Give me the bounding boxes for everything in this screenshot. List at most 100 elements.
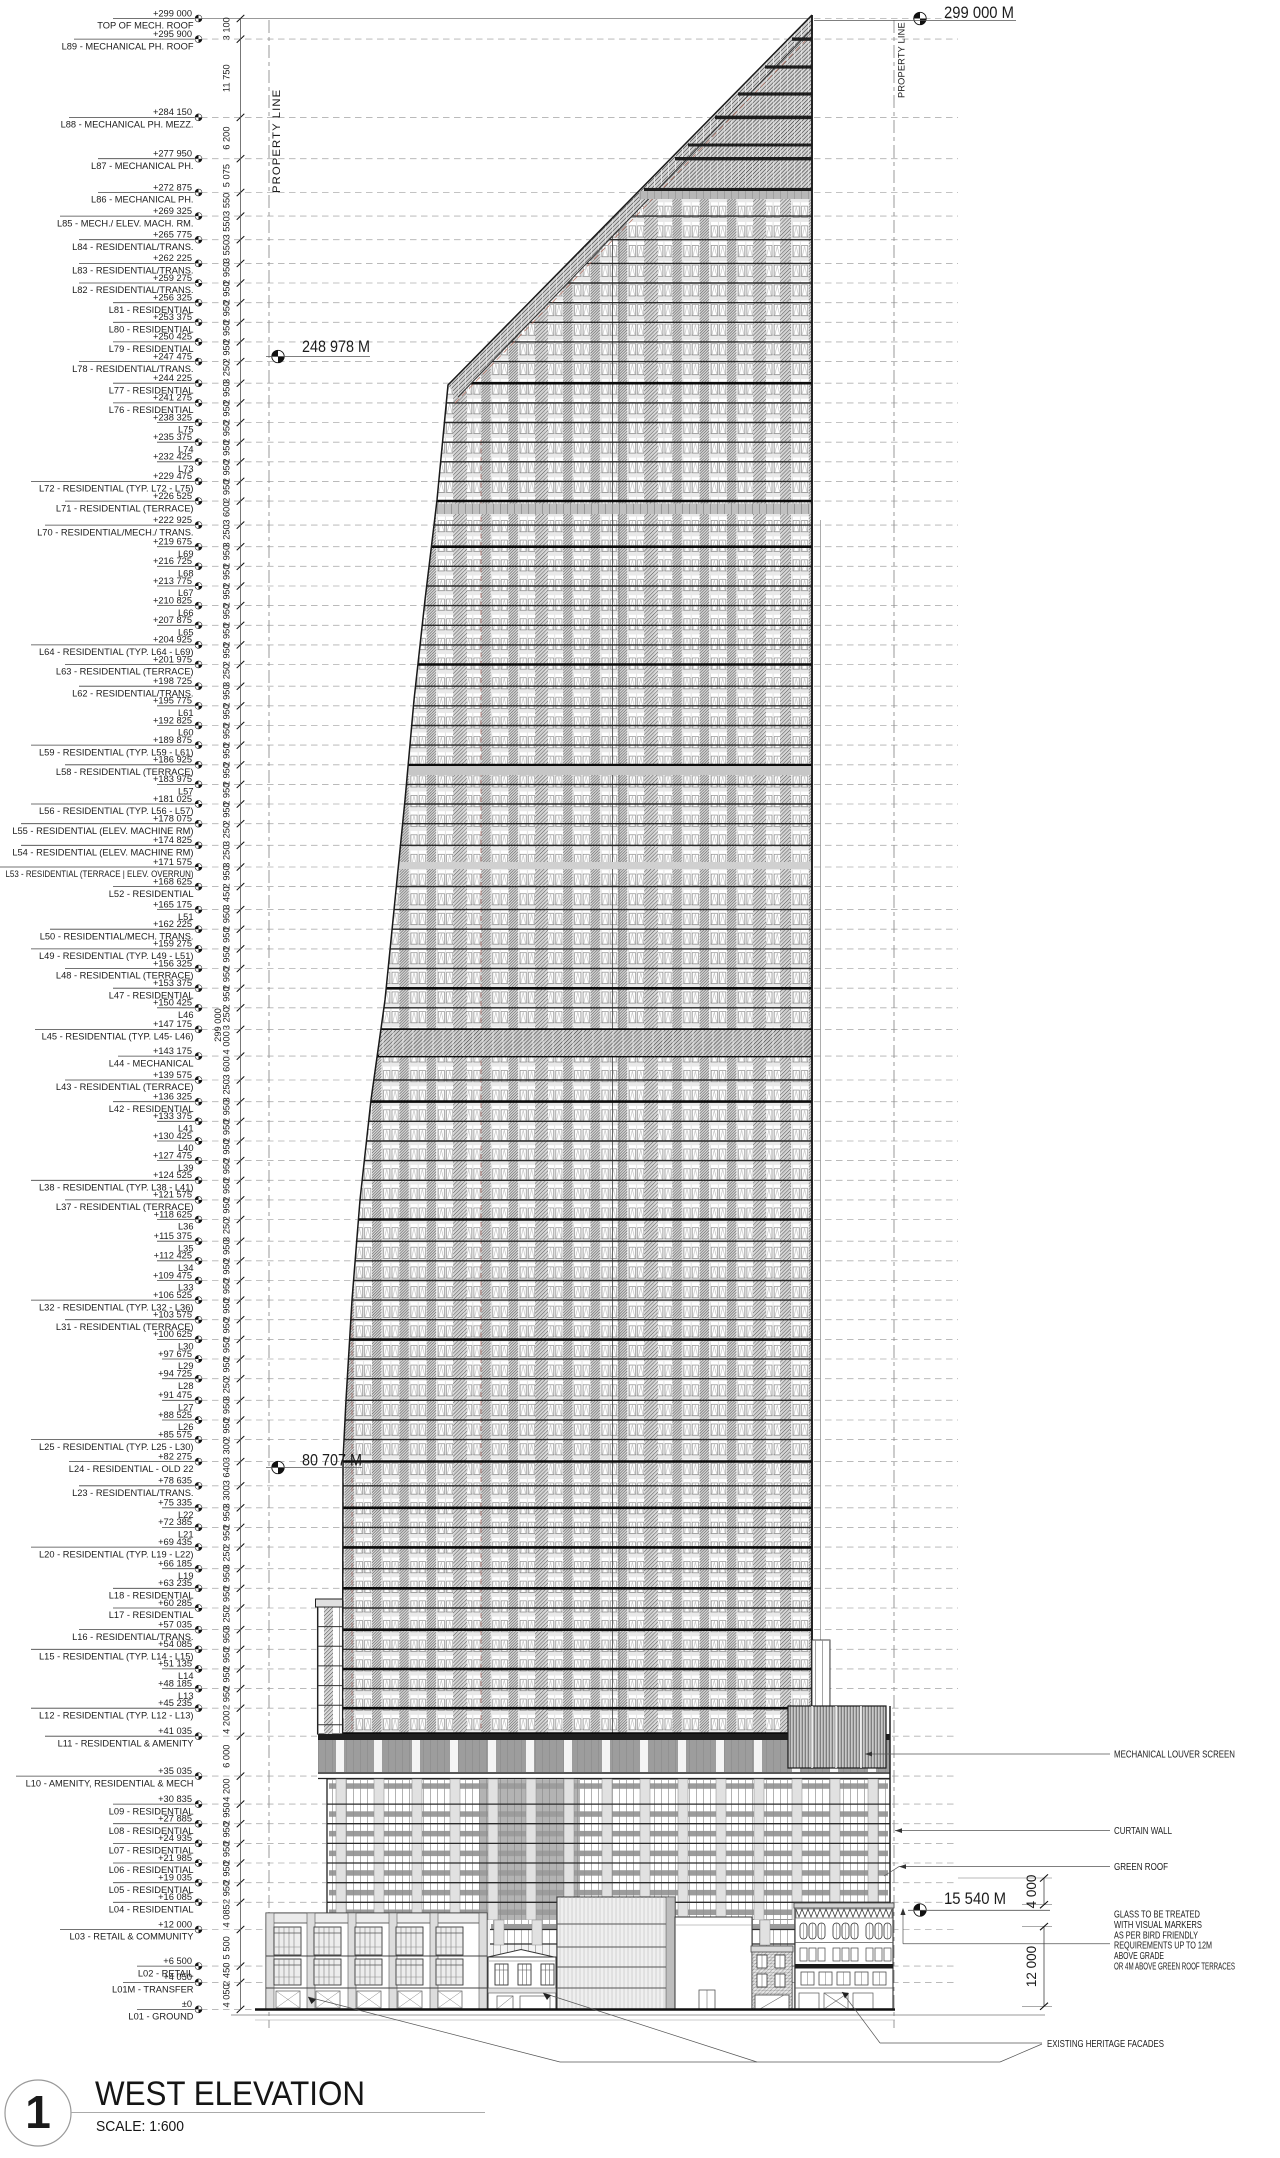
svg-text:+6 500: +6 500 [163,1956,192,1966]
svg-text:+75 335: +75 335 [158,1498,192,1508]
svg-text:+97 675: +97 675 [158,1349,192,1359]
svg-text:L23 - RESIDENTIAL/TRANS.: L23 - RESIDENTIAL/TRANS. [72,1488,193,1498]
svg-text:+219 675: +219 675 [153,537,192,547]
svg-text:REQUIREMENTS UP TO 12M: REQUIREMENTS UP TO 12M [1114,1941,1212,1952]
svg-text:+299 000: +299 000 [153,8,192,18]
svg-text:+106 525: +106 525 [153,1290,192,1300]
svg-text:+41 035: +41 035 [158,1726,192,1736]
svg-text:11 750: 11 750 [222,64,232,92]
svg-text:2 950: 2 950 [222,1298,232,1321]
svg-text:4 000: 4 000 [1024,1875,1039,1909]
svg-text:3 250: 3 250 [222,664,232,687]
svg-text:2 950: 2 950 [222,1139,232,1162]
svg-text:2 950: 2 950 [222,623,232,646]
svg-text:L28: L28 [178,1381,194,1391]
svg-text:1: 1 [25,2086,51,2138]
svg-text:2 950: 2 950 [222,783,232,806]
svg-text:L62 - RESIDENTIAL/TRANS.: L62 - RESIDENTIAL/TRANS. [72,688,193,698]
svg-text:+45 235: +45 235 [158,1698,192,1708]
svg-text:L75: L75 [178,425,194,435]
svg-text:L01 - GROUND: L01 - GROUND [128,2012,193,2022]
svg-text:+226 525: +226 525 [153,491,192,501]
svg-text:2 950: 2 950 [222,1100,232,1123]
svg-text:+124 525: +124 525 [153,1170,192,1180]
svg-text:+186 925: +186 925 [153,755,192,765]
svg-text:L30: L30 [178,1342,194,1352]
svg-text:2 450: 2 450 [222,1963,232,1986]
svg-text:2 950: 2 950 [222,743,232,766]
svg-text:+238 325: +238 325 [153,412,192,422]
svg-text:+262 225: +262 225 [153,253,192,263]
svg-text:2 950: 2 950 [222,1399,232,1422]
svg-text:L31 - RESIDENTIAL (TERRACE): L31 - RESIDENTIAL (TERRACE) [56,1322,194,1332]
svg-text:2 950: 2 950 [222,480,232,503]
svg-text:2 950: 2 950 [222,1279,232,1302]
svg-text:+153 375: +153 375 [153,978,192,988]
svg-text:3 250: 3 250 [222,1079,232,1102]
svg-text:GREEN ROOF: GREEN ROOF [1114,1862,1168,1873]
svg-text:2 950: 2 950 [222,1881,232,1904]
svg-text:4 200: 4 200 [222,1778,232,1801]
svg-text:L67: L67 [178,588,194,598]
svg-text:4 085: 4 085 [222,1904,232,1927]
svg-text:+259 275: +259 275 [153,273,192,283]
svg-text:2 950: 2 950 [222,381,232,404]
svg-text:2 950: 2 950 [222,545,232,568]
svg-text:L73: L73 [178,464,194,474]
svg-text:2 950: 2 950 [222,908,232,931]
svg-text:3 250: 3 250 [222,1007,232,1030]
svg-text:+168 625: +168 625 [153,876,192,886]
svg-text:+118 625: +118 625 [154,1209,192,1219]
svg-text:2 950: 2 950 [222,1357,232,1380]
svg-text:+181 025: +181 025 [153,794,192,804]
svg-text:+222 925: +222 925 [153,515,192,525]
svg-text:PROPERTY LINE: PROPERTY LINE [897,22,907,98]
svg-text:+127 475: +127 475 [153,1150,192,1160]
svg-text:L88 - MECHANICAL PH. MEZZ.: L88 - MECHANICAL PH. MEZZ. [61,120,194,130]
svg-text:+210 825: +210 825 [153,595,192,605]
svg-text:L13: L13 [178,1691,194,1701]
svg-text:3 600: 3 600 [222,501,232,524]
svg-text:2 950: 2 950 [222,1861,232,1884]
svg-text:L61: L61 [178,708,194,718]
svg-text:2 950: 2 950 [222,1822,232,1845]
svg-text:+229 475: +229 475 [153,471,192,481]
svg-text:3 100: 3 100 [222,17,232,40]
svg-text:+195 775: +195 775 [153,696,192,706]
svg-text:L82 - RESIDENTIAL/TRANS.: L82 - RESIDENTIAL/TRANS. [72,285,193,295]
svg-text:6 000: 6 000 [222,1745,232,1768]
svg-text:+174 825: +174 825 [153,835,192,845]
svg-text:4 200: 4 200 [222,1711,232,1734]
svg-text:+139 575: +139 575 [153,1070,192,1080]
svg-text:AS PER BIRD FRIENDLY: AS PER BIRD FRIENDLY [1114,1930,1198,1941]
svg-text:L16 - RESIDENTIAL/TRANS.: L16 - RESIDENTIAL/TRANS. [72,1632,193,1642]
svg-text:L54 - RESIDENTIAL (ELEV. MACHI: L54 - RESIDENTIAL (ELEV. MACHINE RM) [12,848,193,858]
svg-text:+204 925: +204 925 [153,635,192,645]
svg-text:L32 - RESIDENTIAL (TYP. L32 -: L32 - RESIDENTIAL (TYP. L32 - L36) [39,1302,194,1312]
svg-text:L39: L39 [178,1163,194,1173]
svg-text:2 950: 2 950 [222,440,232,463]
svg-text:2 950: 2 950 [222,1587,232,1610]
svg-text:+136 325: +136 325 [153,1092,192,1102]
svg-text:3 250: 3 250 [222,1546,232,1569]
svg-text:+85 575: +85 575 [158,1429,192,1439]
svg-text:L53 - RESIDENTIAL (TERRACE | E: L53 - RESIDENTIAL (TERRACE | ELEV. OVERR… [6,869,194,879]
svg-text:3 250: 3 250 [222,1219,232,1242]
svg-text:L76 - RESIDENTIAL: L76 - RESIDENTIAL [109,405,194,415]
svg-text:2 950: 2 950 [222,1567,232,1590]
svg-text:L18 - RESIDENTIAL: L18 - RESIDENTIAL [109,1591,194,1601]
svg-text:+21 985: +21 985 [158,1853,192,1863]
svg-text:L85 - MECH./ ELEV. MACH. RM.: L85 - MECH./ ELEV. MACH. RM. [57,218,194,228]
svg-text:+201 975: +201 975 [153,654,192,664]
svg-text:3 250: 3 250 [222,524,232,547]
svg-text:+150 425: +150 425 [153,998,192,1008]
svg-text:+88 525: +88 525 [158,1410,192,1420]
svg-text:L79 - RESIDENTIAL: L79 - RESIDENTIAL [109,344,194,354]
svg-text:L83 - RESIDENTIAL/TRANS.: L83 - RESIDENTIAL/TRANS. [72,266,193,276]
svg-text:248 978 M: 248 978 M [302,338,370,356]
svg-text:2 950: 2 950 [222,1239,232,1262]
svg-text:L14: L14 [178,1671,194,1681]
svg-text:L81 - RESIDENTIAL: L81 - RESIDENTIAL [109,305,194,315]
svg-text:2 950: 2 950 [222,1802,232,1825]
svg-text:2 950: 2 950 [222,1506,232,1529]
